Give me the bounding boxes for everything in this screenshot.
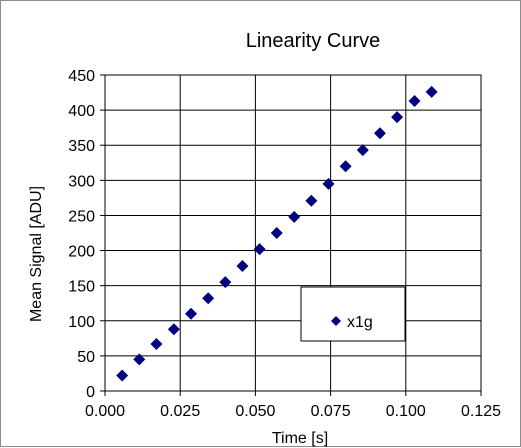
y-tick-label: 150 xyxy=(68,279,95,296)
y-tick-label: 100 xyxy=(68,314,95,331)
data-point xyxy=(373,127,386,140)
x-tick-label: 0.050 xyxy=(235,403,275,420)
plot-area xyxy=(104,74,482,392)
data-point xyxy=(391,111,404,124)
data-point xyxy=(339,160,352,173)
data-points xyxy=(116,85,438,382)
x-tick-label: 0.125 xyxy=(461,403,501,420)
data-point xyxy=(356,144,369,157)
data-point xyxy=(270,227,283,239)
tick-labels: 0.000 0.025 0.050 0.075 0.100 0.125 0 50 100 150 2… xyxy=(68,68,501,420)
data-point xyxy=(116,369,129,382)
data-point xyxy=(253,243,266,256)
x-tick-label: 0.075 xyxy=(311,403,351,420)
y-tick-label: 250 xyxy=(68,208,95,225)
legend-marker-icon xyxy=(331,316,341,326)
legend-box xyxy=(300,286,406,342)
x-tick-label: 0.025 xyxy=(160,403,200,420)
data-point xyxy=(202,292,215,305)
data-point xyxy=(150,337,163,350)
data-point xyxy=(288,210,301,223)
legend-label: x1g xyxy=(347,314,373,331)
y-tick-label: 400 xyxy=(68,103,95,120)
data-point xyxy=(425,85,438,98)
x-axis-label: Time [s] xyxy=(272,430,328,447)
data-point xyxy=(185,307,198,320)
legend: x1g xyxy=(300,286,406,342)
data-point xyxy=(322,177,335,190)
y-tick-label: 350 xyxy=(68,138,95,155)
data-point xyxy=(408,94,421,107)
data-point xyxy=(236,260,249,273)
data-point xyxy=(219,276,232,289)
y-tick-label: 450 xyxy=(68,68,95,85)
data-point xyxy=(305,194,318,207)
y-tick-label: 200 xyxy=(68,244,95,261)
y-tick-label: 50 xyxy=(77,349,95,366)
y-tick-label: 300 xyxy=(68,173,95,190)
y-tick-label: 0 xyxy=(86,384,95,401)
data-point xyxy=(133,353,146,366)
data-point xyxy=(167,323,180,336)
x-tick-label: 0.000 xyxy=(85,403,125,420)
chart-title: Linearity Curve xyxy=(246,30,381,52)
x-tick-label: 0.100 xyxy=(386,403,426,420)
y-axis-label: Mean Signal [ADU] xyxy=(28,186,45,322)
